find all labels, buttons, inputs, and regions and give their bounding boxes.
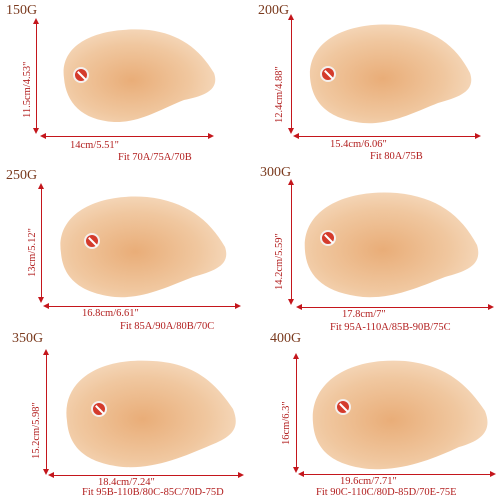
height-label: 12.4cm/4.88" bbox=[274, 66, 285, 123]
height-dimension-line bbox=[291, 183, 292, 301]
breast-form-shape bbox=[304, 192, 479, 298]
arrow-right-icon bbox=[238, 472, 244, 478]
breast-form-shape bbox=[60, 196, 227, 298]
arrow-right-icon bbox=[475, 133, 481, 139]
width-dimension-line bbox=[47, 306, 237, 307]
arrow-left-icon bbox=[296, 304, 302, 310]
arrow-right-icon bbox=[488, 304, 494, 310]
height-label: 13cm/5.12" bbox=[27, 228, 38, 277]
width-dimension-line bbox=[300, 307, 490, 308]
arrow-down-icon bbox=[43, 469, 49, 475]
nipple-marker-icon bbox=[320, 66, 336, 82]
fit-sizes: Fit 80A/75B bbox=[370, 151, 423, 162]
nipple-marker-icon bbox=[73, 67, 89, 83]
width-label: 17.8cm/7" bbox=[342, 309, 386, 320]
height-label: 15.2cm/5.98" bbox=[31, 402, 42, 459]
arrow-up-icon bbox=[33, 18, 39, 24]
arrow-right-icon bbox=[490, 471, 496, 477]
arrow-up-icon bbox=[293, 353, 299, 359]
arrow-left-icon bbox=[48, 472, 54, 478]
breast-form-shape bbox=[63, 29, 216, 123]
fit-sizes: Fit 95A-110A/85B-90B/75C bbox=[330, 322, 451, 333]
fit-sizes: Fit 90C-110C/80D-85D/70E-75E bbox=[316, 487, 457, 498]
product-350g: 350G 15.2cm/5.98" 18.4cm/7.24" Fit 95B-1… bbox=[0, 325, 250, 500]
height-dimension-line bbox=[41, 187, 42, 299]
arrow-up-icon bbox=[288, 179, 294, 185]
product-150g: 150G 11.5cm/4.53" 14cm/5.51" Fit 70A/75A… bbox=[0, 0, 250, 165]
arrow-up-icon bbox=[288, 14, 294, 20]
breast-form-shape bbox=[309, 24, 472, 124]
product-400g: 400G 16cm/6.3" 19.6cm/7.71" Fit 90C-110C… bbox=[250, 325, 500, 500]
height-label: 14.2cm/5.59" bbox=[274, 233, 285, 290]
height-dimension-line bbox=[36, 22, 37, 130]
arrow-right-icon bbox=[208, 133, 214, 139]
nipple-marker-icon bbox=[84, 233, 100, 249]
nipple-marker-icon bbox=[335, 399, 351, 415]
weight-label: 200G bbox=[258, 3, 290, 18]
height-dimension-line bbox=[296, 357, 297, 469]
arrow-up-icon bbox=[43, 349, 49, 355]
arrow-left-icon bbox=[40, 133, 46, 139]
height-dimension-line bbox=[291, 18, 292, 130]
weight-label: 300G bbox=[260, 165, 292, 180]
weight-label: 400G bbox=[270, 331, 302, 346]
fit-sizes: Fit 85A/90A/80B/70C bbox=[120, 321, 215, 332]
fit-sizes: Fit 70A/75A/70B bbox=[118, 152, 192, 163]
width-label: 15.4cm/6.06" bbox=[330, 139, 387, 150]
weight-label: 150G bbox=[6, 3, 38, 18]
width-dimension-line bbox=[297, 136, 477, 137]
width-dimension-line bbox=[44, 136, 210, 137]
arrow-left-icon bbox=[43, 303, 49, 309]
nipple-marker-icon bbox=[91, 401, 107, 417]
arrow-left-icon bbox=[298, 471, 304, 477]
arrow-down-icon bbox=[38, 297, 44, 303]
arrow-down-icon bbox=[33, 128, 39, 134]
arrow-down-icon bbox=[293, 467, 299, 473]
arrow-down-icon bbox=[288, 128, 294, 134]
product-200g: 200G 12.4cm/4.88" 15.4cm/6.06" Fit 80A/7… bbox=[250, 0, 500, 165]
weight-label: 350G bbox=[12, 331, 44, 346]
arrow-down-icon bbox=[288, 299, 294, 305]
height-label: 11.5cm/4.53" bbox=[22, 61, 33, 118]
fit-sizes: Fit 95B-110B/80C-85C/70D-75D bbox=[82, 487, 224, 498]
arrow-right-icon bbox=[235, 303, 241, 309]
arrow-up-icon bbox=[38, 183, 44, 189]
width-label: 18.4cm/7.24" bbox=[98, 477, 155, 488]
breast-form-shape bbox=[312, 360, 488, 470]
product-250g: 250G 13cm/5.12" 16.8cm/6.61" Fit 85A/90A… bbox=[0, 165, 250, 332]
width-dimension-line bbox=[302, 474, 492, 475]
breast-form-shape bbox=[66, 360, 236, 468]
product-300g: 300G 14.2cm/5.59" 17.8cm/7" Fit 95A-110A… bbox=[250, 165, 500, 333]
nipple-marker-icon bbox=[320, 230, 336, 246]
weight-label: 250G bbox=[6, 168, 38, 183]
height-dimension-line bbox=[46, 353, 47, 471]
height-label: 16cm/6.3" bbox=[281, 401, 292, 445]
width-label: 19.6cm/7.71" bbox=[340, 476, 397, 487]
width-label: 14cm/5.51" bbox=[70, 140, 119, 151]
width-dimension-line bbox=[52, 475, 240, 476]
arrow-left-icon bbox=[293, 133, 299, 139]
width-label: 16.8cm/6.61" bbox=[82, 308, 139, 319]
